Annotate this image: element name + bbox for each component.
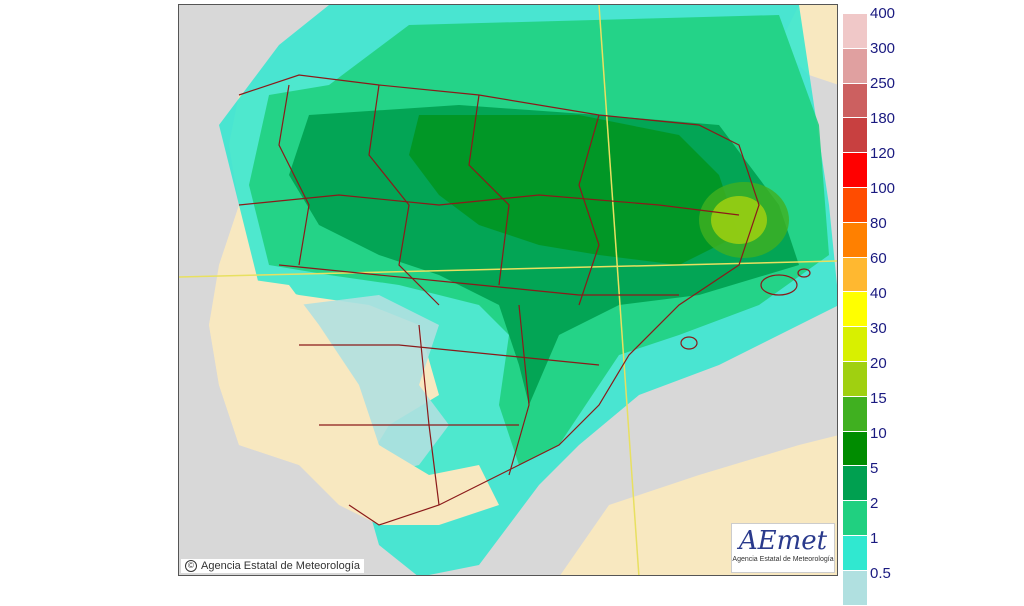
legend-label: 2 — [870, 495, 879, 512]
longitude-line — [598, 5, 640, 575]
copyright-notice: © Agencia Estatal de Meteorología — [181, 559, 364, 573]
precipitation-map: © Agencia Estatal de Meteorología AEmet … — [178, 4, 838, 576]
legend-swatch — [843, 83, 867, 119]
legend-label: 400 — [870, 5, 896, 22]
legend-swatch — [843, 396, 867, 432]
logo-subtitle: Agencia Estatal de Meteorología — [732, 556, 834, 563]
legend-label: 100 — [870, 180, 896, 197]
logo-mark: AEmet — [738, 526, 828, 556]
legend-label: 60 — [870, 250, 887, 267]
legend-swatch — [843, 327, 867, 362]
copyright-text: Agencia Estatal de Meteorología — [201, 560, 360, 572]
legend-label: 20 — [870, 355, 887, 372]
legend-swatch — [843, 14, 867, 49]
legend-label: 15 — [870, 390, 887, 407]
legend-swatch — [843, 466, 867, 502]
latitude-line — [179, 260, 837, 278]
legend-label: 30 — [870, 320, 887, 337]
legend-swatch — [843, 153, 867, 188]
legend-label: 80 — [870, 215, 887, 232]
ibiza-outline — [680, 336, 698, 350]
legend-label: 10 — [870, 425, 887, 442]
legend-labels: 400 300 250 180 120 100 80 60 40 30 20 15 10 5 2 1 0.5 — [870, 0, 930, 582]
legend-swatch — [843, 361, 867, 397]
legend-label: 300 — [870, 40, 896, 57]
precip-20mm — [711, 196, 767, 244]
mallorca-outline — [760, 274, 798, 296]
province-borders — [238, 74, 760, 526]
legend-swatch — [843, 187, 867, 223]
legend-label: 180 — [870, 110, 896, 127]
precip-10mm — [409, 115, 739, 265]
precipitation-legend — [843, 14, 867, 606]
legend-swatch — [843, 535, 867, 571]
legend-label: 40 — [870, 285, 887, 302]
legend-label: 1 — [870, 530, 879, 547]
legend-label: 0.5 — [870, 565, 891, 582]
legend-swatch — [843, 48, 867, 84]
legend-swatch — [843, 431, 867, 467]
menorca-outline — [797, 268, 811, 278]
legend-label: 120 — [870, 145, 896, 162]
copyright-icon: © — [185, 560, 197, 572]
legend-swatch — [843, 222, 867, 258]
legend-swatch — [843, 257, 867, 293]
dry-land-southwest — [209, 275, 499, 525]
map-canvas — [179, 5, 837, 575]
legend-label: 5 — [870, 460, 879, 477]
legend-swatch — [843, 118, 867, 154]
aemet-logo: AEmet Agencia Estatal de Meteorología — [731, 523, 835, 573]
legend-label: 250 — [870, 75, 896, 92]
legend-swatch — [843, 501, 867, 536]
legend-swatch — [843, 292, 867, 328]
